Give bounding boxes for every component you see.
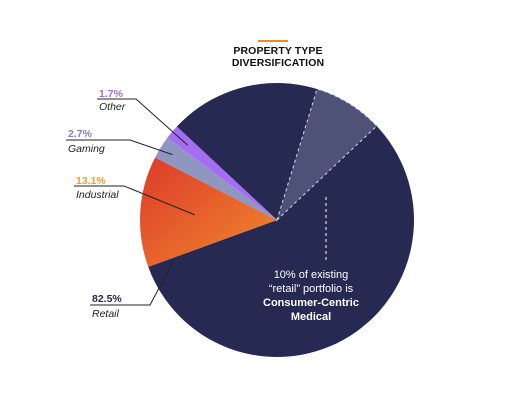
gaming-category-label: Gaming bbox=[68, 143, 105, 155]
other-percent-label: 1.7% bbox=[99, 88, 123, 100]
other-category-label: Other bbox=[99, 101, 126, 113]
slice-other bbox=[167, 126, 277, 220]
retail-percent-label: 82.5% bbox=[92, 293, 122, 305]
leader-other bbox=[97, 98, 189, 146]
chart-title-line-1: PROPERTY TYPE bbox=[233, 45, 323, 57]
leader-industrial bbox=[74, 185, 196, 216]
slice-industrial bbox=[139, 157, 277, 267]
leader-gaming bbox=[66, 139, 173, 156]
callout-bold-line-2: Medical bbox=[290, 311, 332, 323]
medical-callout: 10% of existing “retail” portfolio is Co… bbox=[246, 268, 376, 324]
industrial-percent-label: 13.1% bbox=[76, 175, 106, 187]
callout-bold-line-1: Consumer-Centric bbox=[263, 297, 359, 309]
leader-retail bbox=[90, 261, 174, 306]
industrial-category-label: Industrial bbox=[76, 189, 119, 201]
gaming-percent-label: 2.7% bbox=[68, 128, 92, 140]
title-accent-bar bbox=[258, 40, 288, 42]
chart-title-line-2: DIVERSIFICATION bbox=[231, 57, 325, 69]
callout-line-1: 10% of existing bbox=[273, 269, 349, 281]
leader-lines bbox=[66, 98, 327, 306]
slice-retail-medical-highlight bbox=[275, 88, 378, 222]
pie-slices bbox=[139, 83, 414, 358]
slice-gaming bbox=[155, 137, 277, 220]
retail-category-label: Retail bbox=[92, 308, 119, 320]
callout-line-2: “retail” portfolio is bbox=[268, 283, 354, 295]
